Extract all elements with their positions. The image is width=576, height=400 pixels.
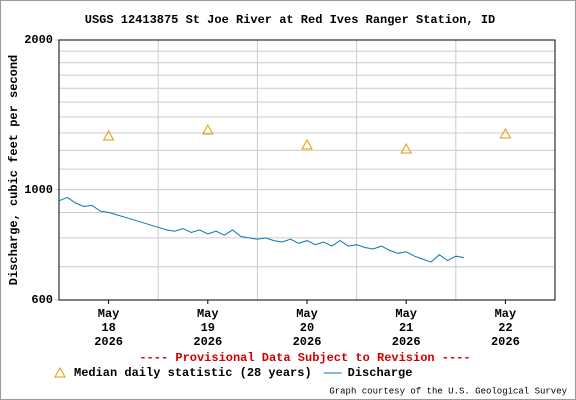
y-tick-label: 600 xyxy=(31,293,53,307)
x-tick-label: 21 xyxy=(399,321,413,335)
x-tick-label: May xyxy=(98,307,120,321)
x-tick-label: 22 xyxy=(498,321,512,335)
legend-marker xyxy=(54,366,66,378)
x-tick-label: 20 xyxy=(300,321,314,335)
y-tick-label: 2000 xyxy=(24,33,53,47)
x-tick-label: 2026 xyxy=(94,335,123,349)
x-tick-label: May xyxy=(296,307,318,321)
x-tick-label: 2026 xyxy=(193,335,222,349)
marker xyxy=(400,143,413,154)
credit: Graph courtesy of the U.S. Geological Su… xyxy=(329,386,567,396)
x-tick-label: 2026 xyxy=(293,335,322,349)
plot-border xyxy=(58,39,556,301)
y-tick-label: 1000 xyxy=(24,183,53,197)
x-tick-label: 2026 xyxy=(491,335,520,349)
data-line xyxy=(58,196,465,263)
chart-title: USGS 12413875 St Joe River at Red Ives R… xyxy=(85,13,495,27)
x-tick-label: May xyxy=(395,307,417,321)
x-tick-label: May xyxy=(495,307,517,321)
marker xyxy=(499,127,512,139)
marker xyxy=(102,130,115,141)
marker xyxy=(301,138,313,150)
legend-label: Median daily statistic (28 years) xyxy=(74,366,312,380)
x-tick-label: 18 xyxy=(101,321,115,335)
legend-label: Discharge xyxy=(348,366,413,380)
annotation: ---- Provisional Data Subject to Revisio… xyxy=(139,351,470,365)
x-tick-label: 2026 xyxy=(392,335,421,349)
x-tick-label: 19 xyxy=(201,321,215,335)
x-tick-label: May xyxy=(197,307,219,321)
marker xyxy=(201,124,214,135)
y-axis-label: Discharge, cubic feet per second xyxy=(7,55,21,285)
